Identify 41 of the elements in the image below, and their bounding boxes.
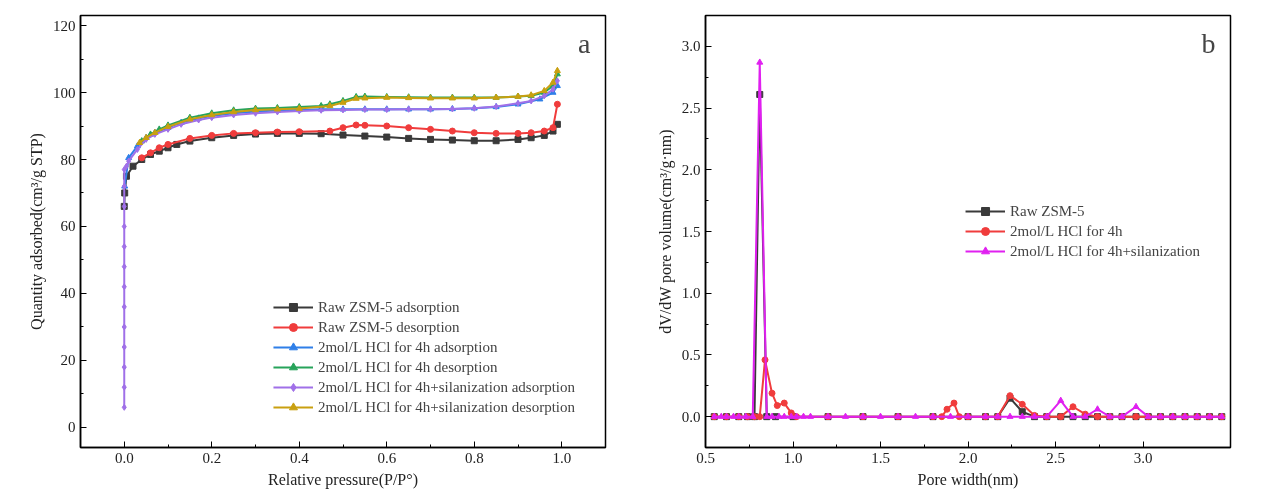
legend-label: Raw ZSM-5 desorption <box>317 318 460 336</box>
y-tick-label: 120 <box>53 17 76 34</box>
x-axis-title: Pore width(nm) <box>917 470 1019 489</box>
y-tick-label: 0.0 <box>681 408 701 425</box>
x-tick-label: 1.5 <box>871 449 890 466</box>
x-tick-label: 1.0 <box>783 449 803 466</box>
y-tick-label: 0.5 <box>681 346 701 363</box>
y-tick-label: 60 <box>60 218 76 235</box>
x-axis-title: Relative pressure(P/P°) <box>268 470 418 489</box>
y-tick-label: 20 <box>60 352 76 369</box>
legend-label: 2mol/L HCl for 4h <box>1010 222 1123 240</box>
legend-label: 2mol/L HCl for 4h adsorption <box>317 338 498 356</box>
x-tick-label: 0.4 <box>289 449 310 466</box>
x-tick-label: 0.2 <box>202 449 222 466</box>
legend-label: 2mol/L HCl for 4h desorption <box>317 358 498 376</box>
x-tick-label: 2.5 <box>1046 449 1065 466</box>
legend-label: 2mol/L HCl for 4h+silanization desorption <box>317 398 575 416</box>
y-tick-label: 0 <box>68 419 76 436</box>
x-tick-label: 0.8 <box>464 449 484 466</box>
y-tick-label: 2.0 <box>681 161 701 178</box>
x-tick-label: 0.5 <box>696 449 715 466</box>
x-tick-label: 3.0 <box>1133 449 1153 466</box>
y-tick-label: 40 <box>60 285 76 302</box>
y-axis-title: Quantity adsorbed(cm³/g STP) <box>28 133 46 330</box>
y-tick-label: 2.5 <box>681 100 701 117</box>
legend-label: 2mol/L HCl for 4h+silanization adsorption <box>317 378 575 396</box>
legend-label: 2mol/L HCl for 4h+silanization <box>1010 242 1200 260</box>
y-tick-label: 3.0 <box>681 38 701 55</box>
x-tick-label: 2.0 <box>958 449 978 466</box>
legend-label: Raw ZSM-5 adsorption <box>317 298 460 316</box>
x-tick-label: 1.0 <box>552 449 572 466</box>
x-tick-label: 0.0 <box>114 449 134 466</box>
annotation: b <box>1201 27 1216 59</box>
y-axis-title: dV/dW pore volume(cm³/g·nm) <box>656 129 675 334</box>
legend-label: Raw ZSM-5 <box>1010 202 1085 220</box>
y-tick-label: 80 <box>60 151 76 168</box>
y-tick-label: 1.5 <box>681 223 701 240</box>
x-tick-label: 0.6 <box>377 449 397 466</box>
y-tick-label: 1.0 <box>681 285 701 302</box>
annotation: a <box>578 27 592 59</box>
y-tick-label: 100 <box>53 84 76 101</box>
